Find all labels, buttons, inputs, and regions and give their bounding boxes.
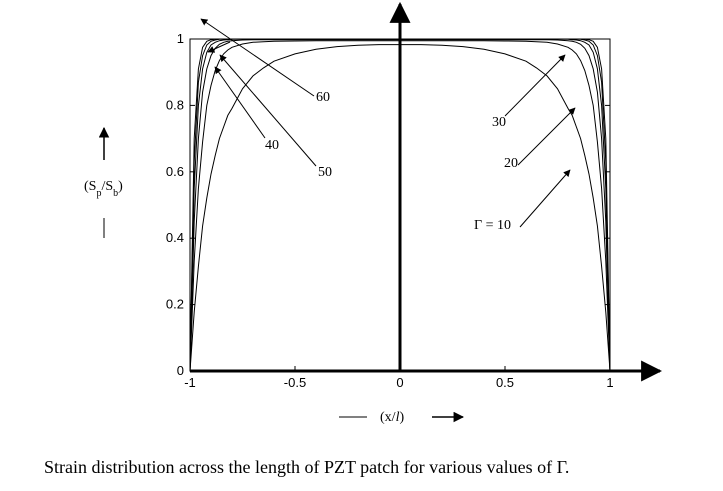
arrow-50	[219, 54, 317, 167]
y-tick-label: 0.4	[166, 230, 184, 245]
arrow-10	[519, 169, 571, 228]
tick-layer: -1 -0.5 0 0.5 1 0 0.2 0.4 0.6 0.8 1	[166, 31, 614, 390]
y-tick-label: 0.2	[166, 297, 184, 312]
arrow-30	[504, 54, 566, 117]
y-axis-label: (Sp/Sb)	[84, 179, 123, 199]
x-tick-label: -0.5	[284, 375, 306, 390]
arrow-20	[517, 107, 576, 166]
series-layer	[189, 38, 611, 372]
x-tick-label: 0	[396, 375, 403, 390]
x-tick-label: 1	[606, 375, 613, 390]
y-tick-label: 0	[177, 363, 184, 378]
figure-caption: Strain distribution across the length of…	[44, 457, 570, 477]
annotation-gamma-10: Γ = 10	[474, 218, 511, 233]
annotation-50: 50	[318, 165, 332, 180]
arrow-40	[214, 66, 266, 139]
annotation-20: 20	[504, 156, 518, 171]
x-tick-label: -1	[184, 375, 196, 390]
arrow-60-b	[207, 41, 231, 53]
annotation-40: 40	[265, 138, 279, 153]
x-tick-label: 0.5	[496, 375, 514, 390]
arrow-60-a	[200, 18, 315, 97]
annotation-arrows	[200, 18, 576, 228]
annotation-60: 60	[316, 90, 330, 105]
y-tick-label: 0.8	[166, 97, 184, 112]
y-tick-label: 1	[177, 31, 184, 46]
x-axis-label: (x/l)	[380, 410, 404, 425]
y-tick-label: 0.6	[166, 164, 184, 179]
annotation-30: 30	[492, 115, 506, 130]
